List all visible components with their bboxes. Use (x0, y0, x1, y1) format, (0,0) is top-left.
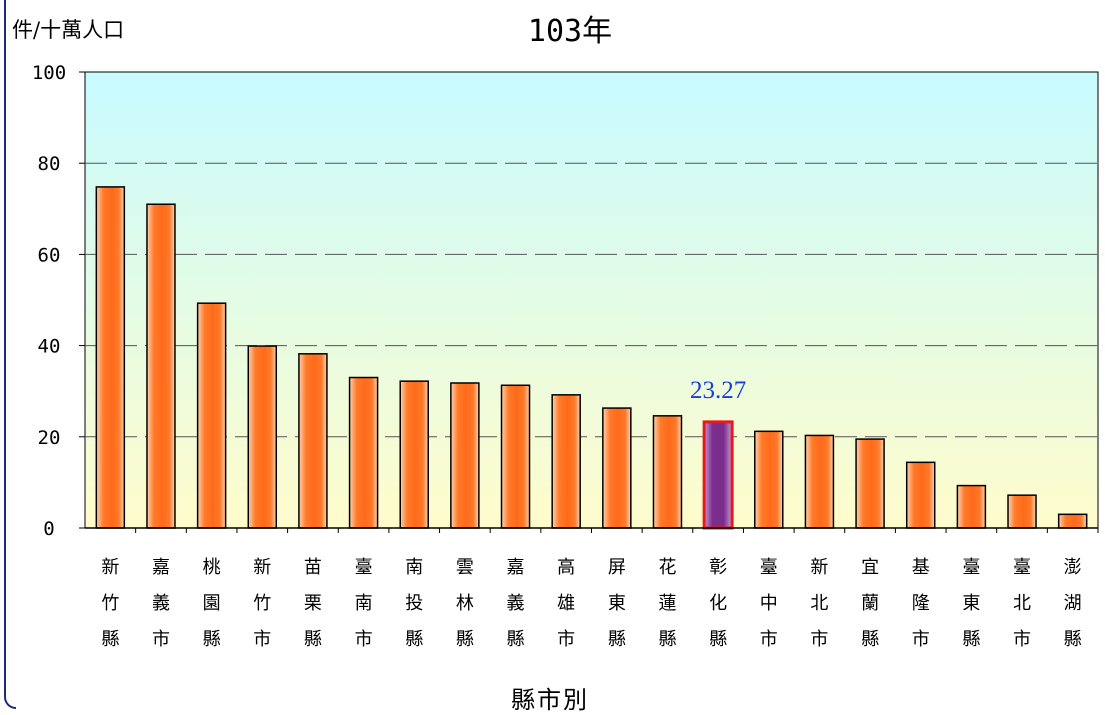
x-category-label: 高雄市 (557, 557, 575, 650)
bar-嘉義縣 (500, 384, 531, 529)
x-category-label: 新竹縣 (101, 557, 119, 650)
bar-新竹縣 (95, 186, 126, 529)
bar-臺東縣 (956, 484, 987, 529)
bar-花蓮縣 (652, 415, 683, 529)
x-category-label: 澎湖縣 (1064, 557, 1082, 650)
x-axis-title: 縣市別 (511, 686, 589, 714)
bar-雲林縣 (450, 382, 480, 529)
bar-桃園縣 (196, 302, 227, 529)
x-category-label: 花蓮縣 (658, 557, 676, 650)
bar-新竹市 (247, 345, 278, 529)
y-axis-unit-label: 件/十萬人口 (12, 18, 125, 42)
bar-苗栗縣 (298, 353, 328, 529)
y-tick-label: 20 (38, 427, 61, 449)
bar-彰化縣 (702, 420, 734, 530)
plot-area (84, 71, 1099, 529)
x-category-label: 桃園縣 (203, 557, 221, 650)
bar-新北市 (804, 434, 835, 529)
x-category-label: 南投縣 (405, 557, 423, 650)
x-category-label: 嘉義縣 (507, 557, 525, 650)
bar-高雄市 (551, 394, 581, 529)
highlight-value-label: 23.27 (690, 377, 746, 404)
x-category-label: 新竹市 (253, 557, 271, 650)
x-category-label: 苗栗縣 (304, 557, 322, 650)
x-category-label: 新北市 (810, 557, 828, 650)
bar-宜蘭縣 (855, 438, 885, 529)
x-axis-categories: 新竹縣 嘉義市 桃園縣 新竹市 苗栗縣 臺南市 南投縣 雲林縣 嘉義縣 高雄市 屏東縣 花蓮縣 彰化縣 臺… (85, 527, 1099, 650)
bar-澎湖縣 (1057, 513, 1088, 529)
y-tick-label: 40 (38, 336, 61, 358)
x-category-label: 彰化縣 (709, 557, 727, 650)
bars: 23.27 (95, 186, 1088, 530)
bar-基隆市 (905, 461, 936, 529)
bar-臺南市 (348, 376, 379, 529)
bar-嘉義市 (146, 203, 176, 529)
bar-臺中市 (754, 430, 784, 529)
x-category-label: 雲林縣 (456, 557, 474, 650)
y-tick-label: 80 (38, 153, 61, 175)
x-category-label: 臺東縣 (962, 557, 980, 650)
x-category-label: 屏東縣 (608, 557, 626, 650)
y-tick-label: 100 (32, 62, 66, 84)
bar-臺北市 (1007, 494, 1037, 529)
y-axis-ticks: 0 20 40 60 80 100 (32, 62, 85, 540)
x-category-label: 臺北市 (1013, 557, 1031, 650)
chart-title: 103年 (527, 14, 613, 49)
x-category-label: 嘉義市 (152, 557, 170, 650)
x-category-label: 臺中市 (760, 557, 778, 650)
x-category-label: 基隆市 (912, 557, 930, 650)
x-category-label: 宜蘭縣 (861, 557, 879, 650)
y-tick-label: 0 (43, 518, 54, 540)
x-category-label: 臺南市 (355, 557, 373, 650)
bar-屏東縣 (602, 407, 632, 529)
bar-南投縣 (399, 380, 429, 529)
y-tick-label: 60 (38, 244, 61, 266)
